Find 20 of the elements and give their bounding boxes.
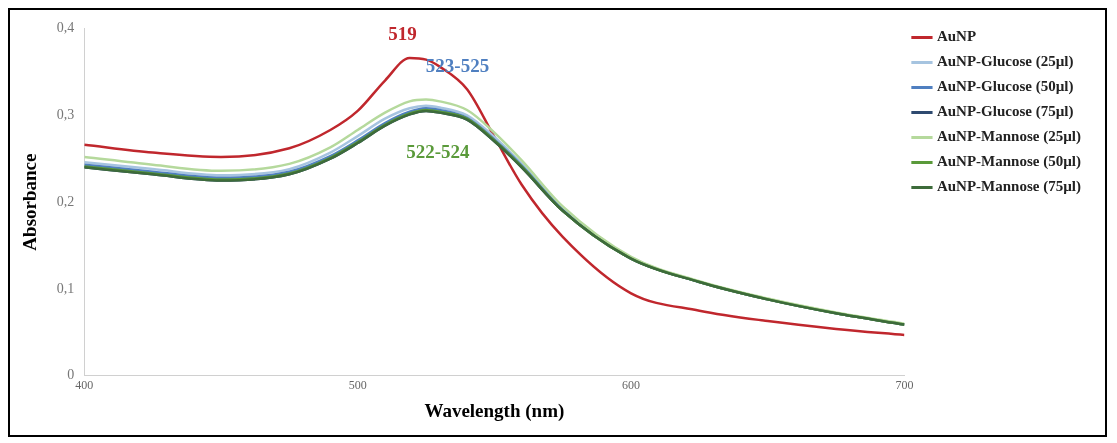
legend-label: AuNP-Mannose (75µl): [936, 178, 1082, 196]
annotation: 522-524: [406, 141, 470, 163]
legend-label: AuNP-Glucose (75µl): [936, 103, 1074, 121]
legend-label: AuNP-Mannose (25µl): [936, 128, 1082, 146]
annotation: 519: [388, 23, 417, 45]
y-tick-label: 0,1: [56, 280, 75, 296]
legend-label: AuNP-Mannose (50µl): [936, 153, 1082, 171]
x-axis-title: Wavelength (nm): [424, 399, 565, 422]
y-axis-title: Absorbance: [19, 153, 41, 251]
y-tick-label: 0,2: [56, 193, 75, 209]
legend-label: AuNP: [936, 28, 977, 45]
x-tick-label: 500: [348, 378, 367, 393]
legend-label: AuNP-Glucose (50µl): [936, 78, 1074, 96]
x-tick-label: 400: [75, 378, 94, 393]
x-tick-label: 600: [622, 378, 641, 393]
x-tick-label: 700: [895, 378, 914, 393]
y-tick-label: 0: [67, 367, 75, 383]
y-tick-label: 0,3: [56, 106, 75, 122]
legend-label: AuNP-Glucose (25µl): [936, 53, 1074, 71]
y-tick-label: 0,4: [56, 20, 75, 36]
